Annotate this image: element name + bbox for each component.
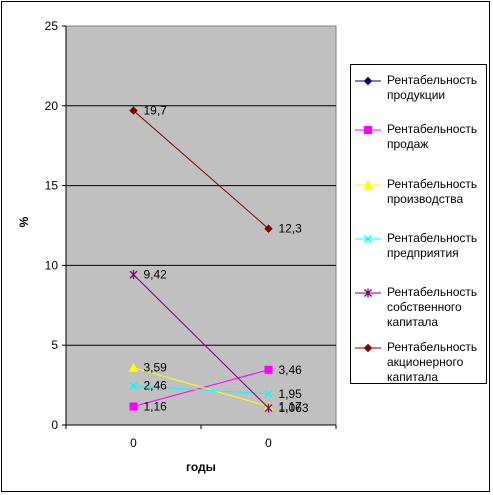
y-tick-label: 5 (51, 338, 58, 352)
legend-label: Рентабельность производства (387, 177, 478, 206)
y-tick-labels: 0 5 10 15 20 25 (45, 19, 59, 432)
series-line (133, 385, 269, 395)
series-5: 9,42 1,063 (129, 268, 309, 415)
plot-area (65, 25, 337, 426)
y-tick-label: 15 (45, 179, 59, 193)
series-line (133, 110, 269, 230)
series-layer: 1,16 3,46 3,59 1,17 2,46 1,95 9,42 1,063 19,7 12,… (128, 104, 309, 415)
data-label: 1,16 (144, 399, 168, 413)
legend-marker (355, 288, 381, 298)
data-label: 2,46 (144, 379, 168, 393)
data-point (129, 402, 138, 411)
data-point (129, 270, 138, 280)
data-point (264, 365, 273, 374)
data-point (129, 106, 138, 115)
legend-marker (355, 126, 381, 134)
x-axis-label: годы (186, 460, 216, 474)
series-line (133, 369, 269, 407)
y-tick-label: 0 (51, 418, 58, 432)
data-point (129, 381, 138, 390)
data-label: 19,7 (144, 104, 168, 118)
legend-label: Рентабельность продаж (387, 122, 478, 151)
legend-marker-symbol (363, 343, 373, 353)
data-label: 3,46 (279, 363, 303, 377)
legend-marker-symbol (363, 179, 373, 189)
x-tick-label: 0 (265, 436, 272, 450)
data-label: 1,95 (279, 387, 303, 401)
data-label: 1,17 (279, 399, 303, 413)
y-axis-label: % (17, 216, 31, 227)
y-tick-label: 25 (45, 19, 59, 33)
legend-label: Рентабельность продукции (387, 73, 478, 102)
data-label: 9,42 (144, 268, 168, 282)
legend-marker-symbol (364, 126, 372, 134)
y-tick-label: 10 (45, 258, 59, 272)
series-line (133, 274, 269, 409)
legend-label: Рентабельность предприятия (387, 231, 478, 260)
legend-marker-symbol (363, 234, 373, 244)
data-label: 1,063 (279, 401, 309, 415)
legend-label: Рентабельность собственного капитала (387, 285, 478, 329)
legend-marker (355, 343, 381, 353)
legend-marker (355, 234, 381, 244)
series-4: 2,46 1,95 (129, 379, 303, 401)
y-tick-label: 20 (45, 99, 59, 113)
data-label: 12,3 (279, 222, 303, 236)
legend-label: Рентабельность акционерного капитала (387, 340, 478, 384)
legend-marker-symbol (363, 76, 373, 86)
legend-marker (355, 179, 381, 189)
data-point (264, 403, 273, 413)
legend: Рентабельность продукции Рентабельность про… (350, 64, 487, 384)
data-label: 3,59 (144, 361, 168, 375)
data-point (128, 362, 139, 372)
legend-marker (355, 76, 381, 86)
legend-marker-symbol (364, 288, 372, 298)
x-tick-label: 0 (130, 436, 137, 450)
gridlines (62, 25, 337, 429)
series-line (133, 367, 269, 407)
series-2: 1,16 3,46 (129, 363, 303, 413)
data-point (264, 224, 273, 233)
data-point (264, 389, 273, 398)
series-6: 19,7 12,3 (129, 104, 303, 236)
